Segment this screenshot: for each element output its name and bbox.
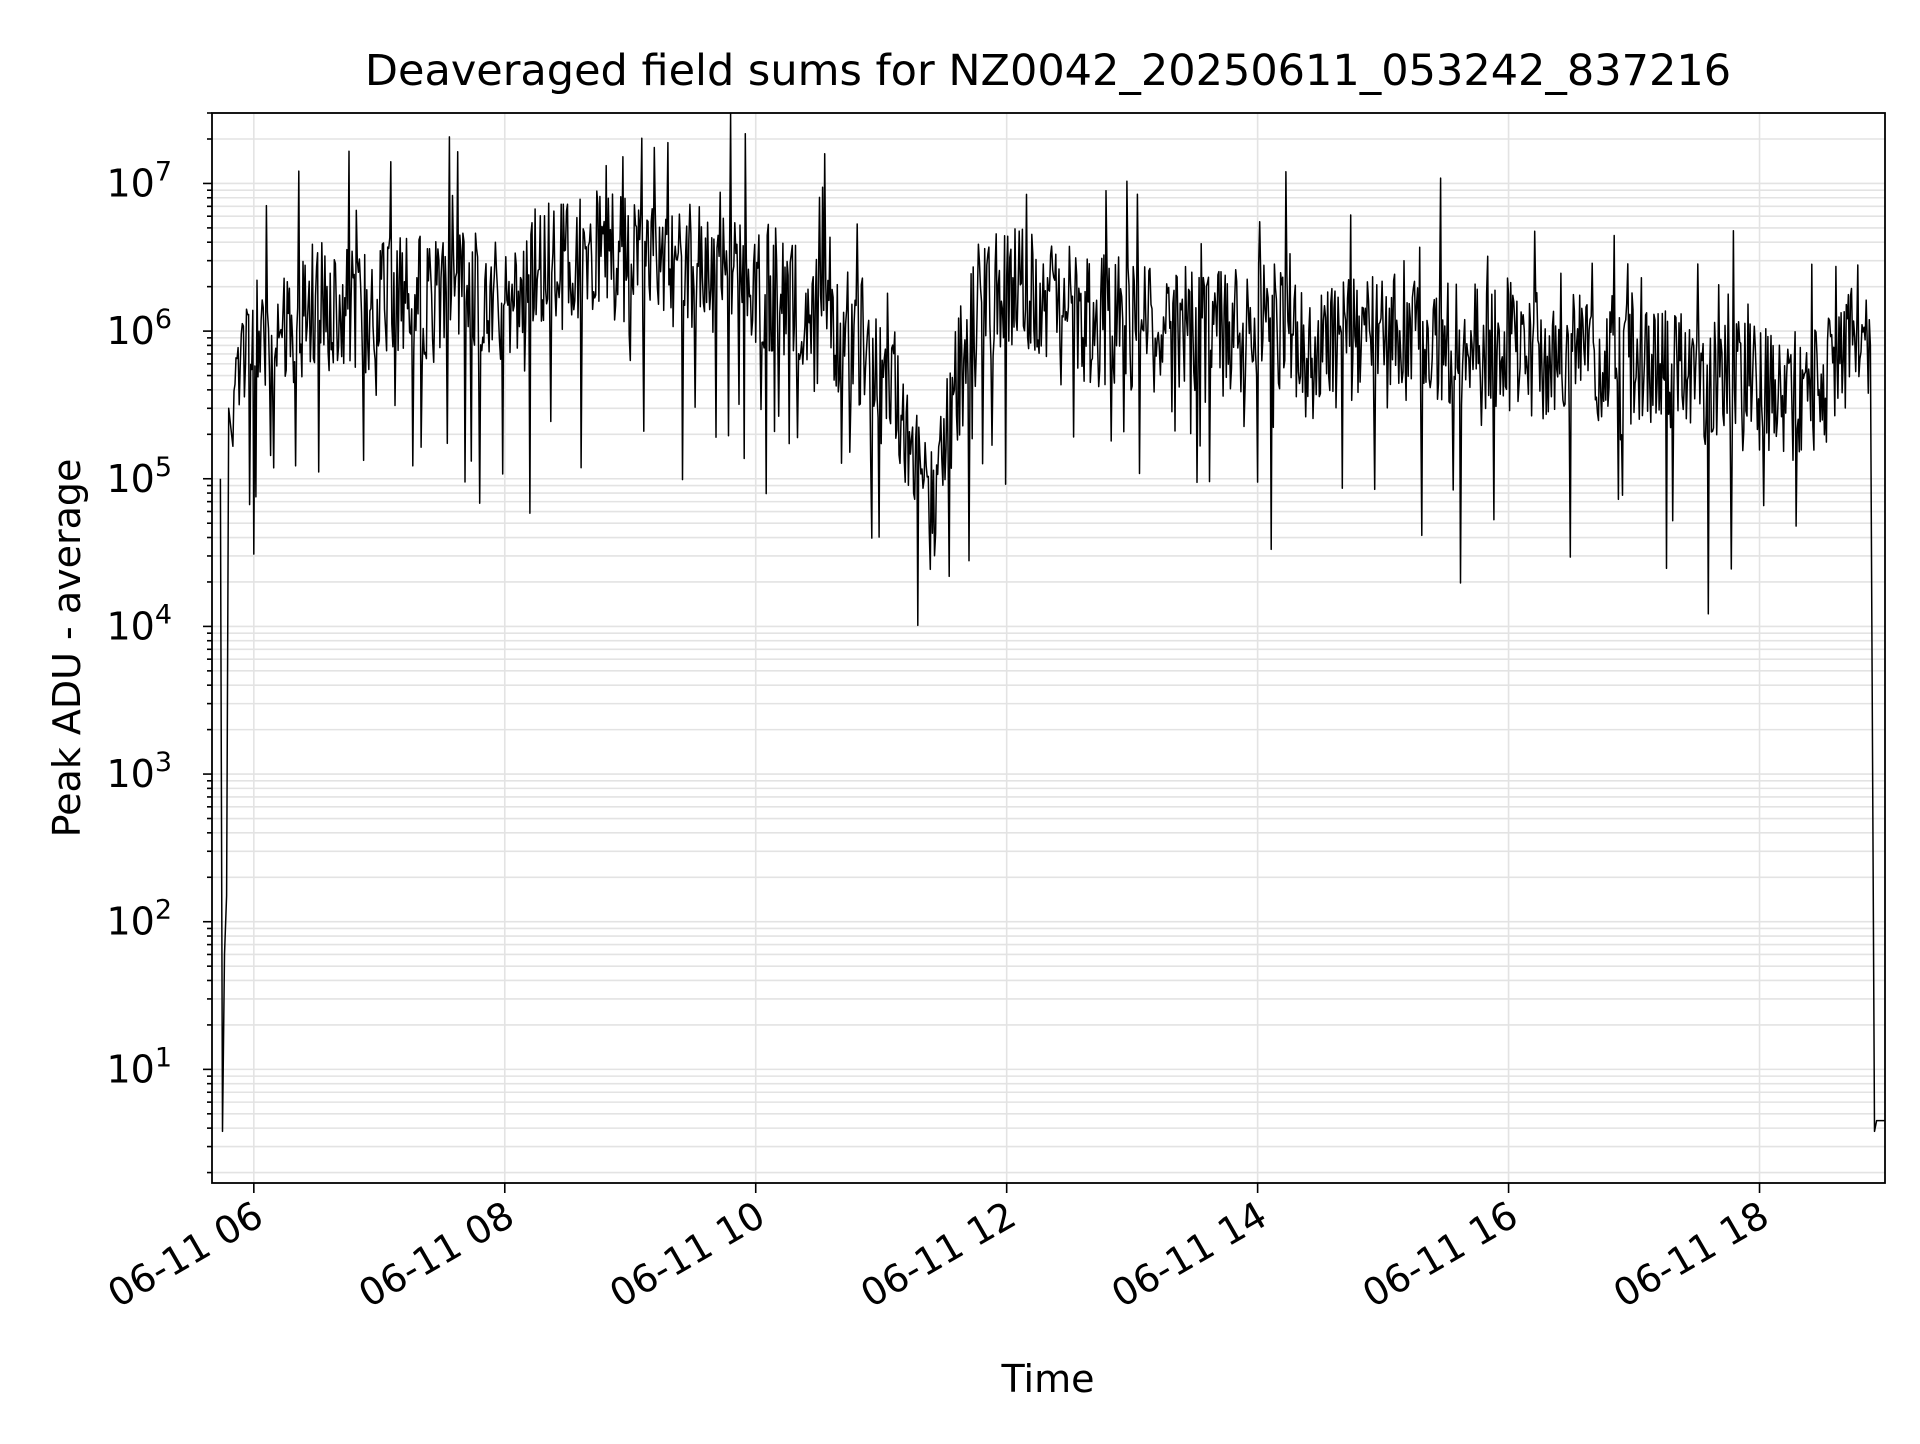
y-tick-label-base: 10: [106, 900, 154, 944]
y-tick-label-exponent: 5: [155, 452, 172, 483]
y-tick-label-base: 10: [106, 161, 154, 205]
y-tick-label: 103: [106, 747, 172, 796]
y-tick-label: 105: [106, 452, 172, 501]
y-tick-label-base: 10: [106, 604, 154, 648]
y-tick-label-base: 10: [106, 1047, 154, 1091]
y-tick-label: 107: [106, 156, 172, 205]
y-tick-label: 104: [106, 599, 172, 648]
y-tick-label-base: 10: [106, 457, 154, 501]
y-tick-label-exponent: 1: [155, 1042, 172, 1073]
chart-title: Deaveraged field sums for NZ0042_2025061…: [365, 46, 1731, 96]
y-tick-label-exponent: 2: [155, 895, 172, 926]
plot-frame: [211, 112, 1886, 1184]
y-tick-label: 102: [106, 895, 172, 944]
y-tick-label-exponent: 6: [155, 304, 172, 335]
y-tick-label: 101: [106, 1042, 172, 1091]
y-axis-label: Peak ADU - average: [45, 459, 89, 838]
y-tick-label: 106: [106, 304, 172, 353]
y-tick-label-exponent: 4: [155, 599, 172, 630]
y-tick-label-exponent: 3: [155, 747, 172, 778]
y-tick-label-base: 10: [106, 752, 154, 796]
series-line: [219, 112, 1885, 1133]
y-tick-label-base: 10: [106, 309, 154, 353]
x-axis-label: Time: [1001, 1357, 1095, 1401]
y-tick-label-exponent: 7: [155, 156, 172, 187]
